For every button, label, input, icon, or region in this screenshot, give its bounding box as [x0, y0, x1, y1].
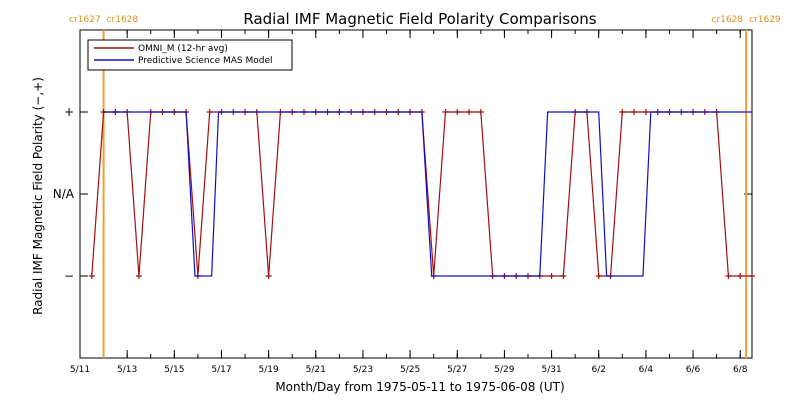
data-point	[548, 273, 555, 279]
x-tick-label: 6/8	[733, 365, 748, 375]
x-tick-label: 6/6	[686, 365, 701, 375]
x-tick-label: 5/19	[259, 365, 279, 375]
data-point	[454, 109, 461, 115]
legend: OMNI_M (12-hr avg) Predictive Science MAS…	[87, 39, 293, 71]
x-tick-label: 6/4	[639, 365, 654, 375]
legend-label: Predictive Science MAS Model	[138, 56, 273, 66]
x-tick-label: 5/25	[400, 365, 420, 375]
x-tick-label: 5/31	[541, 365, 561, 375]
data-point	[725, 273, 732, 279]
plot-frame	[79, 29, 753, 359]
y-tick-label: N/A	[53, 187, 75, 201]
data-point	[595, 273, 602, 279]
data-point	[442, 109, 449, 115]
y-axis-label: Radial IMF Magnetic Field Polarity (−,+)	[31, 77, 45, 315]
x-axis-label: Month/Day from 1975-05-11 to 1975-06-08 …	[275, 380, 564, 394]
data-point	[206, 109, 213, 115]
x-tick-label: 5/23	[353, 365, 373, 375]
plot-area: 5/11 5/13 5/15 5/17 5/19 5/21 5/23 5/25 5/27 5/29…	[53, 15, 781, 375]
x-tick-label: 5/15	[164, 365, 184, 375]
y-tick-label: +	[64, 105, 74, 119]
x-tick-label: 5/21	[306, 365, 326, 375]
legend-label: OMNI_M (12-hr avg)	[138, 44, 228, 54]
data-point	[88, 273, 95, 279]
x-tick-label: 5/17	[211, 365, 231, 375]
x-tick-label: 5/13	[117, 365, 137, 375]
data-point	[631, 109, 638, 115]
x-tick-label: 5/11	[70, 365, 90, 375]
data-point	[737, 273, 744, 279]
series-line-1	[103, 111, 752, 277]
y-tick-label: −	[64, 269, 74, 283]
x-tick-label: 5/29	[494, 365, 514, 375]
data-point	[265, 273, 272, 279]
carrington-label-right: cr1629	[749, 15, 781, 25]
x-tick-label: 6/2	[591, 365, 605, 375]
x-tick-label: 5/27	[447, 365, 467, 375]
chart-title: Radial IMF Magnetic Field Polarity Compa…	[243, 10, 596, 28]
legend-box	[87, 39, 293, 71]
carrington-label-left: cr1628	[712, 15, 744, 25]
carrington-label-left: cr1627	[69, 15, 101, 25]
data-point	[642, 109, 649, 115]
carrington-label-right: cr1628	[107, 15, 139, 25]
data-point	[560, 273, 567, 279]
data-point	[135, 273, 142, 279]
data-point	[477, 109, 484, 115]
data-point	[619, 109, 626, 115]
data-point	[749, 273, 755, 279]
data-point	[466, 109, 473, 115]
